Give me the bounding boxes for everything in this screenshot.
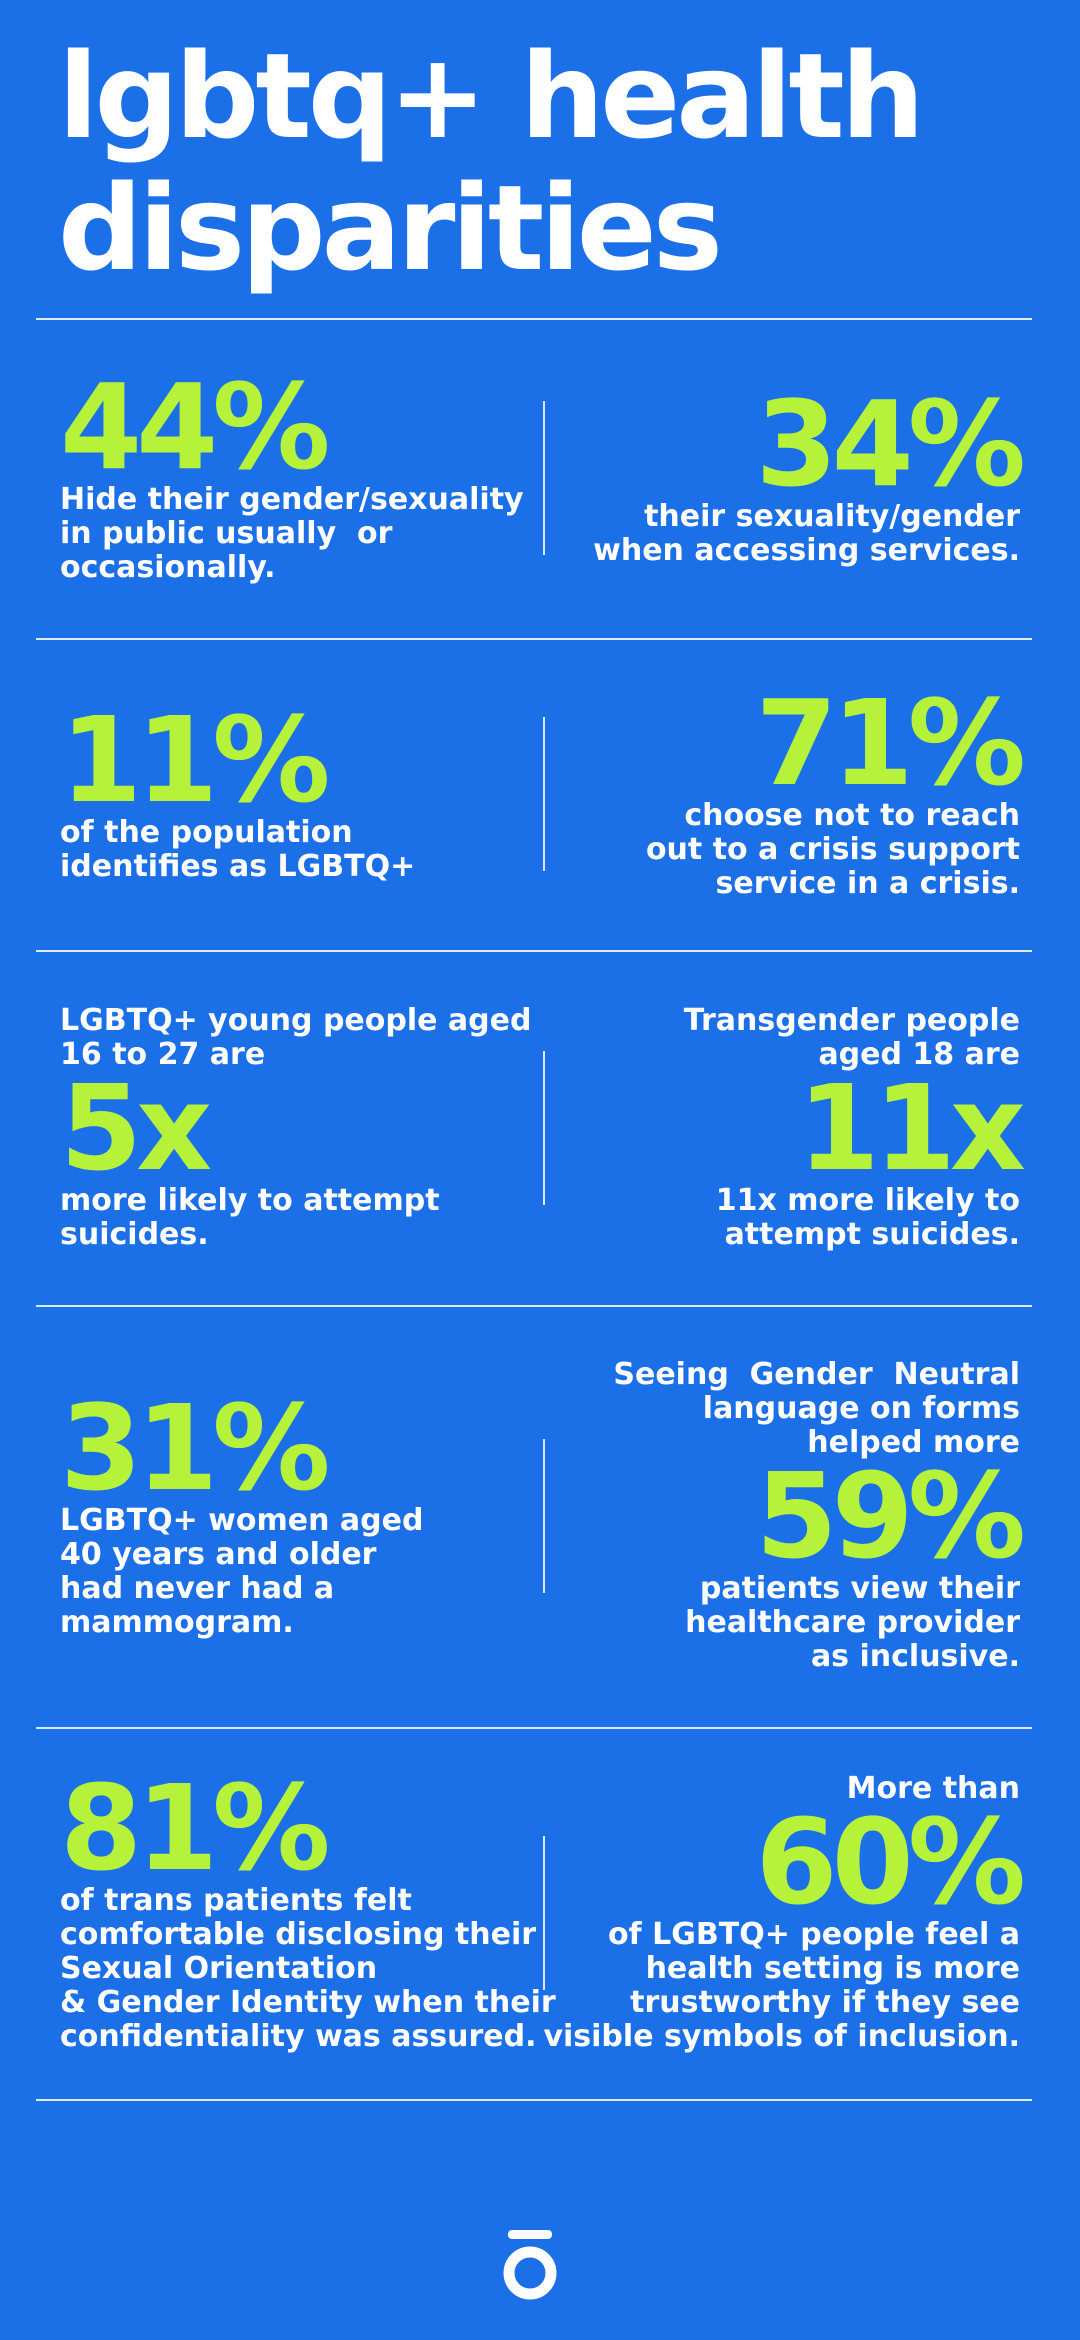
stat-description: patients view their [699,1571,1020,1606]
stat-cell: Transgender people aged 18 are 11x 11x more… [550,950,1026,1305]
column-divider [543,1439,545,1593]
stat-value: 44% [60,358,330,496]
stat-description: had never had a [60,1571,335,1606]
stat-description: as inclusive. [810,1639,1020,1674]
stat-cell: Seeing Gender Neutral language on forms he… [550,1305,1026,1727]
stat-description: occasionally. [60,550,276,585]
stat-intro: Transgender people [683,1002,1020,1038]
column-divider [543,1050,545,1205]
stat-intro: Seeing Gender Neutral [613,1357,1020,1392]
stat-description: confidentiality was assured. [60,2019,537,2054]
stat-cell: 44% Hide their gender/sexuality in public … [60,318,530,638]
column-divider [543,401,545,555]
stat-description: Sexual Orientation [60,1951,378,1986]
title-line: disparities [58,159,723,297]
divider [36,1305,1032,1307]
stat-description: of the population [60,815,353,850]
stat-description: identifies as LGBTQ+ [60,849,416,884]
stat-row: 81% of trans patients felt comfortable dis… [36,1727,1032,2099]
divider [36,318,1032,320]
stat-description: of LGBTQ+ people feel a [608,1917,1020,1952]
stat-cell: More than 60% of LGBTQ+ people feel a healt… [543,1727,1026,2099]
divider [36,2099,1032,2101]
stat-intro: aged 18 are [818,1036,1020,1072]
stat-row: 11% of the population identifies as LGBTQ+… [36,638,1032,950]
stat-cell: 81% of trans patients felt comfortable dis… [60,1727,556,2099]
stat-description: in public usually or [60,516,393,551]
stat-description: & Gender Identity when their [60,1985,556,2020]
stat-cell: LGBTQ+ young people aged 16 to 27 are 5x mo… [60,950,532,1305]
stat-cell: 71% choose not to reach out to a crisis su… [550,638,1026,950]
stat-description: of trans patients felt [60,1883,412,1918]
stat-intro: More than [846,1771,1020,1806]
stat-value: 60% [755,1793,1026,1931]
stat-description: 11x more likely to [715,1182,1020,1218]
title-line: lgbtq+ health [58,27,925,165]
stat-description: trustworthy if they see [630,1985,1020,2020]
stat-intro: 16 to 27 are [60,1036,266,1072]
column-divider [543,717,545,871]
stat-cell: 31% LGBTQ+ women aged 40 years and older ha… [60,1305,530,1727]
stat-intro: helped more [807,1425,1020,1460]
divider [36,950,1032,952]
stat-description: out to a crisis support [645,832,1020,867]
stat-description: mammogram. [60,1605,294,1640]
divider [36,638,1032,640]
stat-description: suicides. [60,1216,209,1252]
stat-value: 5x [60,1058,212,1197]
stat-value: 59% [755,1447,1026,1585]
stat-description: health setting is more [645,1951,1020,1986]
stat-intro: LGBTQ+ young people aged [60,1002,532,1038]
stat-value: 31% [60,1379,330,1517]
stat-value: 81% [60,1759,330,1897]
stat-cell: 11% of the population identifies as LGBTQ+ [60,638,530,950]
stat-description: 40 years and older [60,1537,377,1572]
stat-description: service in a crisis. [715,866,1020,901]
stat-intro: language on forms [702,1391,1020,1426]
stat-description: healthcare provider [685,1605,1020,1640]
stat-description: choose not to reach [684,798,1020,833]
column-divider [543,1836,545,1990]
stat-row: LGBTQ+ young people aged 16 to 27 are 5x mo… [36,950,1032,1305]
stat-cell: 34% their sexuality/gender when accessing … [550,318,1026,638]
stat-description: LGBTQ+ women aged [60,1503,424,1538]
stat-row: 31% LGBTQ+ women aged 40 years and older ha… [36,1305,1032,1727]
stat-description: more likely to attempt [60,1182,440,1218]
stat-description: when accessing services. [593,533,1020,568]
stat-value: 11x [797,1058,1026,1197]
stat-value: 71% [755,674,1026,812]
stat-row: 44% Hide their gender/sexuality in public … [36,318,1032,638]
stat-description: Hide their gender/sexuality [60,482,524,517]
stat-description: attempt suicides. [724,1216,1020,1252]
logo [503,2230,557,2300]
stat-description: their sexuality/gender [644,499,1020,534]
title: lgbtq+ health disparities [58,27,925,297]
stat-value: 11% [60,691,330,829]
stat-value: 34% [755,375,1026,513]
stat-description: comfortable disclosing their [60,1917,537,1952]
divider [36,1727,1032,1729]
stat-description: visible symbols of inclusion. [543,2019,1020,2054]
